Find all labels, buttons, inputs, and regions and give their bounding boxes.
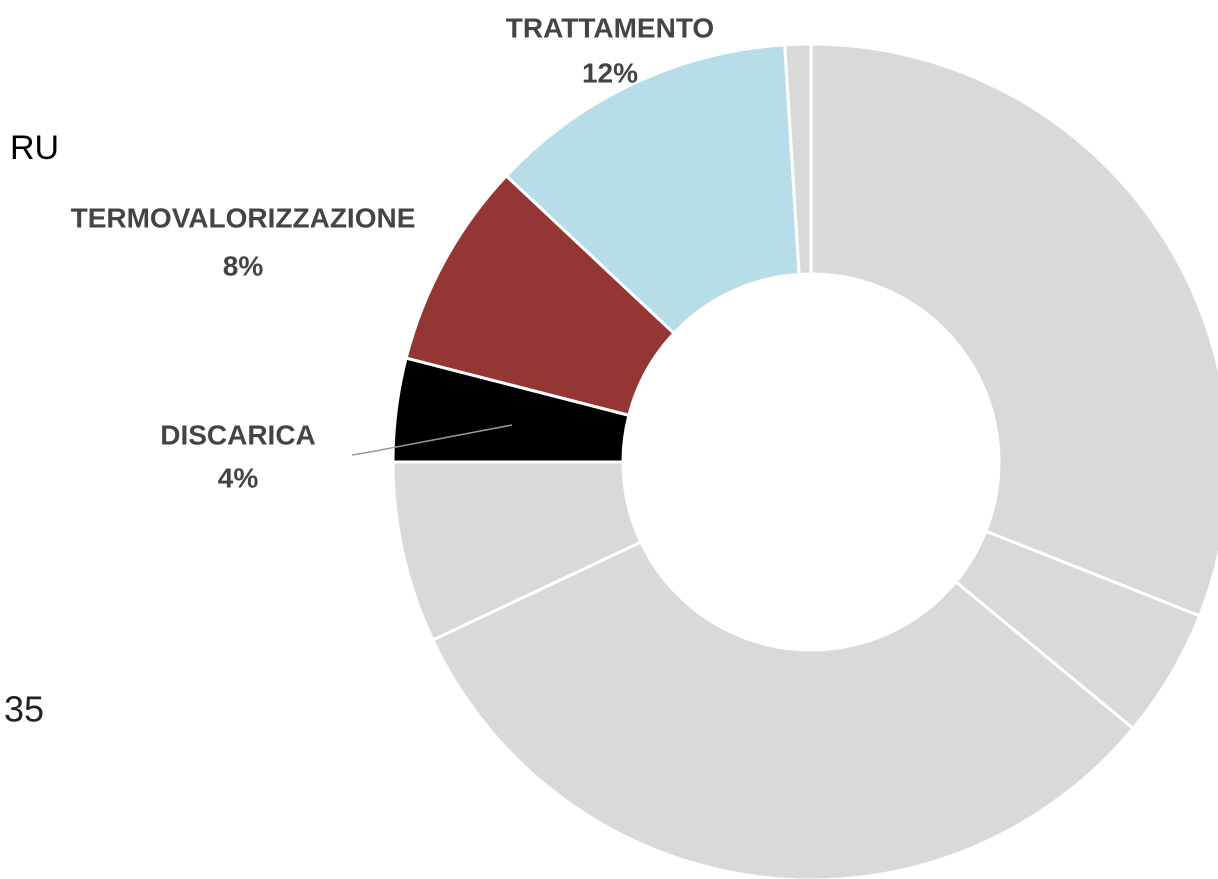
value-label: 8% [223, 250, 264, 281]
leader-line [351, 424, 513, 456]
annotation: 35 [4, 689, 44, 730]
slice [809, 42, 1218, 618]
slice [504, 43, 801, 336]
slice [783, 42, 813, 276]
slice-label: TRATTAMENTO [506, 12, 714, 43]
annotation: RU [10, 129, 59, 167]
slice-label: DISCARICA [160, 419, 316, 450]
slice-label: TERMOVALORIZZAZIONE [71, 202, 416, 233]
slice [430, 540, 1136, 879]
value-label: 12% [582, 57, 638, 88]
value-label: 4% [218, 462, 259, 493]
